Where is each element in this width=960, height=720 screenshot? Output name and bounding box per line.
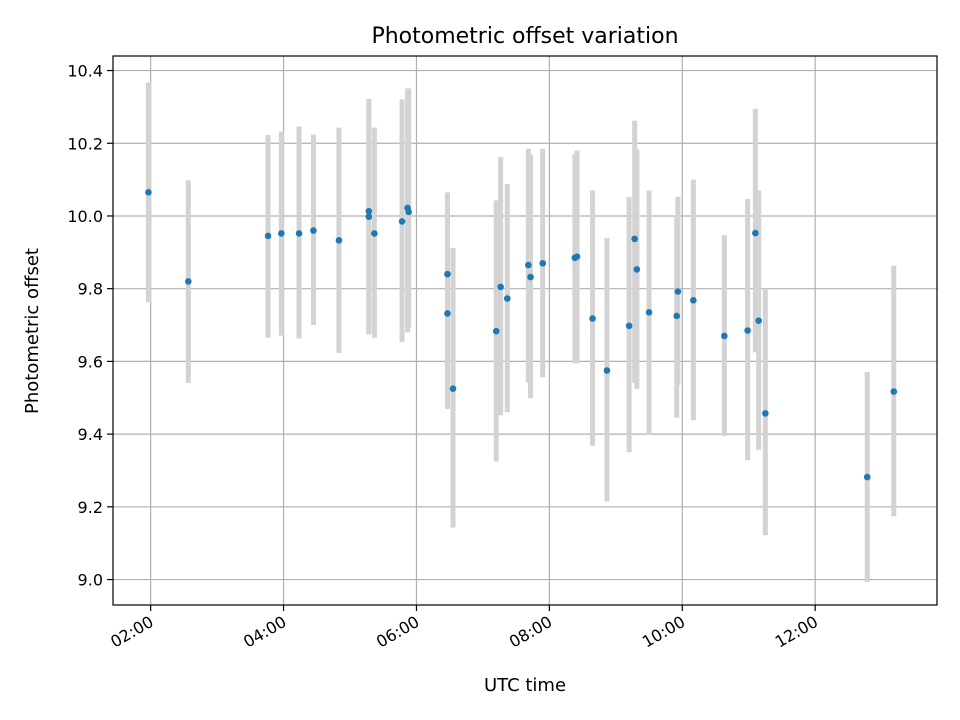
y-tick-label: 9.0 [78,571,103,590]
data-point [405,208,413,216]
data-point [503,295,511,302]
data-point [365,207,373,215]
data-point [721,332,728,340]
x-axis-label: UTC time [484,675,566,696]
data-point [631,235,638,243]
x-tick-label: 04:00 [240,612,289,652]
y-tick-label: 9.8 [78,280,103,299]
data-point [674,288,682,295]
y-tick-label: 10.4 [67,62,103,81]
data-point [185,278,192,285]
data-point [573,253,581,260]
data-point [527,273,534,281]
data-point [539,259,547,267]
data-point [365,213,373,221]
data-point [145,189,152,196]
data-point [633,266,641,273]
grid [113,56,937,605]
data-point [444,270,451,278]
data-point [863,473,871,481]
data-point [673,312,681,320]
data-point [444,310,451,317]
data-point [335,237,343,244]
y-axis-label: Photometric offset [22,248,43,414]
data-point [497,283,504,291]
x-axis-ticks: 02:00 04:00 06:00 08:00 10:00 12:00 [107,605,821,652]
data-point [525,261,532,269]
data-point [744,327,751,334]
y-axis-ticks: 9.0 9.2 9.4 9.6 9.8 10.0 10.2 10.4 [67,62,113,590]
data-point [752,229,759,237]
y-tick-label: 9.2 [78,498,103,517]
data-point [755,317,762,324]
data-point [762,410,769,417]
data-point [371,230,378,237]
data-point [278,230,285,237]
data-points [145,189,898,481]
y-tick-label: 9.6 [78,352,103,371]
y-tick-label: 10.2 [67,134,103,153]
chart-title: Photometric offset variation [371,24,678,49]
x-tick-label: 06:00 [373,612,422,652]
x-tick-label: 02:00 [107,612,156,652]
x-tick-label: 10:00 [639,612,688,652]
data-point [645,309,653,316]
data-point [603,367,611,374]
data-point [310,227,317,234]
y-tick-label: 10.0 [67,207,103,226]
plot-frame [112,55,938,606]
x-tick-label: 08:00 [506,612,555,652]
data-point [398,218,406,225]
data-point [295,230,303,237]
data-point [449,385,457,392]
data-point [625,322,633,330]
data-point [264,232,272,240]
data-point [690,297,697,304]
y-tick-label: 9.4 [78,425,103,444]
x-tick-label: 12:00 [772,612,821,652]
data-point [492,327,500,335]
data-point [890,388,898,395]
data-point [589,315,596,322]
